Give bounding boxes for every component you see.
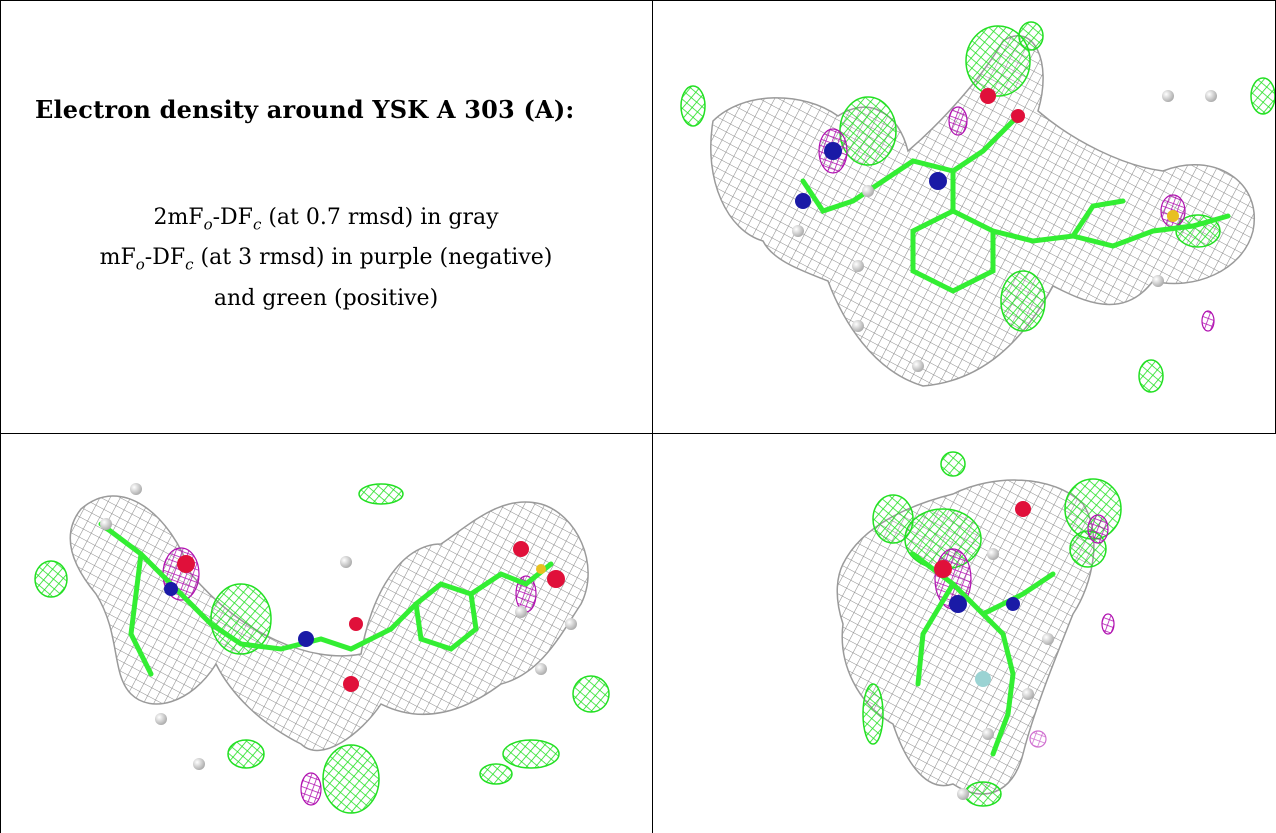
caption-line-colors: and green (positive) (213, 285, 439, 311)
purple-negative-density (818, 106, 1215, 332)
ligand-stick-model (910, 551, 1056, 757)
atom-spheres (934, 501, 1054, 800)
green-positive-density (862, 451, 1122, 807)
view-bottom-right (653, 434, 1275, 833)
caption-title: Electron density around YSK A 303 (A): (35, 95, 575, 124)
green-positive-density (34, 483, 610, 814)
density-map-bottom-right (836, 451, 1122, 807)
table-border-left (0, 0, 1, 833)
caption-description: 2mFo-DFc (at 0.7 rmsd) in gray mFo-DFc (… (1, 201, 651, 315)
caption-cell: Electron density around YSK A 303 (A): 2… (1, 1, 652, 433)
atom-spheres (100, 483, 577, 770)
gray-density-mesh (836, 479, 1095, 795)
table-border-center (652, 0, 653, 833)
gray-density-mesh (69, 495, 589, 752)
view-top-right (653, 1, 1275, 433)
table-border-middle (0, 433, 1276, 434)
view-bottom-left (1, 434, 652, 833)
density-map-top-right (680, 21, 1275, 393)
atom-spheres (792, 88, 1217, 372)
ligand-stick-model (98, 521, 554, 677)
density-map-bottom-left (34, 483, 610, 814)
caption-line-fofc: mFo-DFc (at 3 rmsd) in purple (negative) (99, 245, 553, 274)
table-border-top (0, 0, 1276, 1)
caption-line-2fofc: 2mFo-DFc (at 0.7 rmsd) in gray (153, 205, 499, 234)
